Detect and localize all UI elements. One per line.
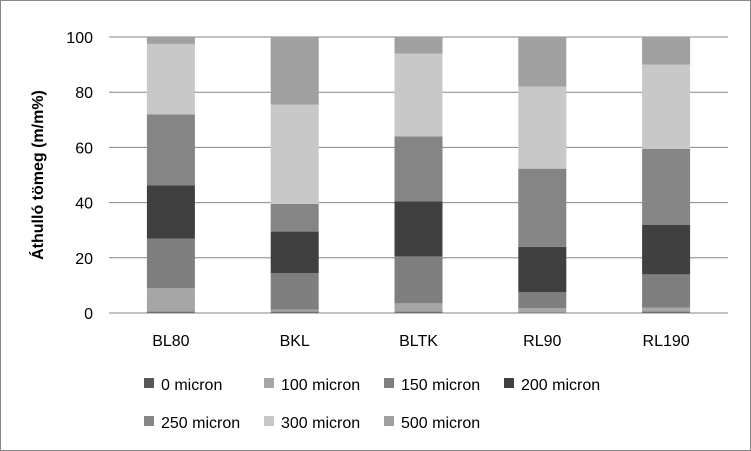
bar-segment (642, 64, 691, 149)
bar-segment (270, 272, 319, 310)
y-tick-label: 0 (84, 306, 93, 323)
x-tick-label: RL190 (643, 333, 690, 350)
bar-segment (394, 256, 443, 304)
bar-segment (518, 37, 567, 87)
bar-segment (518, 246, 567, 293)
bar-segment (146, 288, 195, 312)
bar-segment (642, 37, 691, 65)
legend: 0 micron 100 micron 150 micron 200 micron 25… (144, 377, 600, 432)
legend-label: 200 micron (521, 377, 600, 394)
legend-swatch (144, 378, 154, 388)
bar-segment (394, 303, 443, 312)
legend-swatch (264, 378, 274, 388)
legend-swatch (384, 378, 394, 388)
y-tick-label: 80 (75, 85, 93, 102)
legend-swatch (264, 416, 274, 426)
bar-segment (146, 37, 195, 44)
bar-segment (146, 43, 195, 115)
legend-label: 100 micron (281, 377, 360, 394)
bar-segment (642, 307, 691, 312)
bar-segment (270, 203, 319, 232)
bar-segment (270, 37, 319, 105)
y-tick-label: 20 (75, 251, 93, 268)
bar-segment (394, 136, 443, 202)
bar-segment (394, 37, 443, 54)
bar-segment (518, 292, 567, 309)
y-tick-label: 100 (66, 30, 93, 47)
bar-segment (642, 224, 691, 275)
bar-segment (146, 238, 195, 289)
bar-segment (518, 168, 567, 247)
legend-swatch (144, 416, 154, 426)
legend-swatch (504, 378, 514, 388)
y-axis-label: Áthulló tömeg (m/m%) (28, 90, 47, 260)
x-tick-label: BLTK (399, 333, 438, 350)
legend-label: 250 micron (161, 415, 240, 432)
bar-segment (518, 86, 567, 169)
axes: 0 20 40 60 80 100 BL80 BKL BLTK RL90 RL190 (66, 30, 728, 350)
bar-segment (270, 309, 319, 312)
y-tick-label: 60 (75, 140, 93, 157)
x-tick-label: BKL (280, 333, 310, 350)
bar-segment (394, 201, 443, 257)
legend-label: 0 micron (161, 377, 222, 394)
bar-segment (270, 311, 319, 313)
bar-segment (642, 311, 691, 313)
x-tick-label: RL90 (523, 333, 561, 350)
bar-segment (394, 311, 443, 313)
bars (146, 37, 691, 313)
bar-segment (146, 311, 195, 313)
bar-segment (518, 308, 567, 313)
legend-swatch (384, 416, 394, 426)
bar-segment (146, 185, 195, 239)
bar-segment (642, 274, 691, 308)
legend-label: 500 micron (401, 415, 480, 432)
y-tick-label: 40 (75, 196, 93, 213)
legend-label: 150 micron (401, 377, 480, 394)
legend-label: 300 micron (281, 415, 360, 432)
bar-segment (642, 148, 691, 225)
bar-segment (270, 104, 319, 204)
bar-segment (270, 231, 319, 273)
bar-segment (146, 114, 195, 186)
x-tick-label: BL80 (152, 333, 189, 350)
bar-segment (394, 53, 443, 137)
